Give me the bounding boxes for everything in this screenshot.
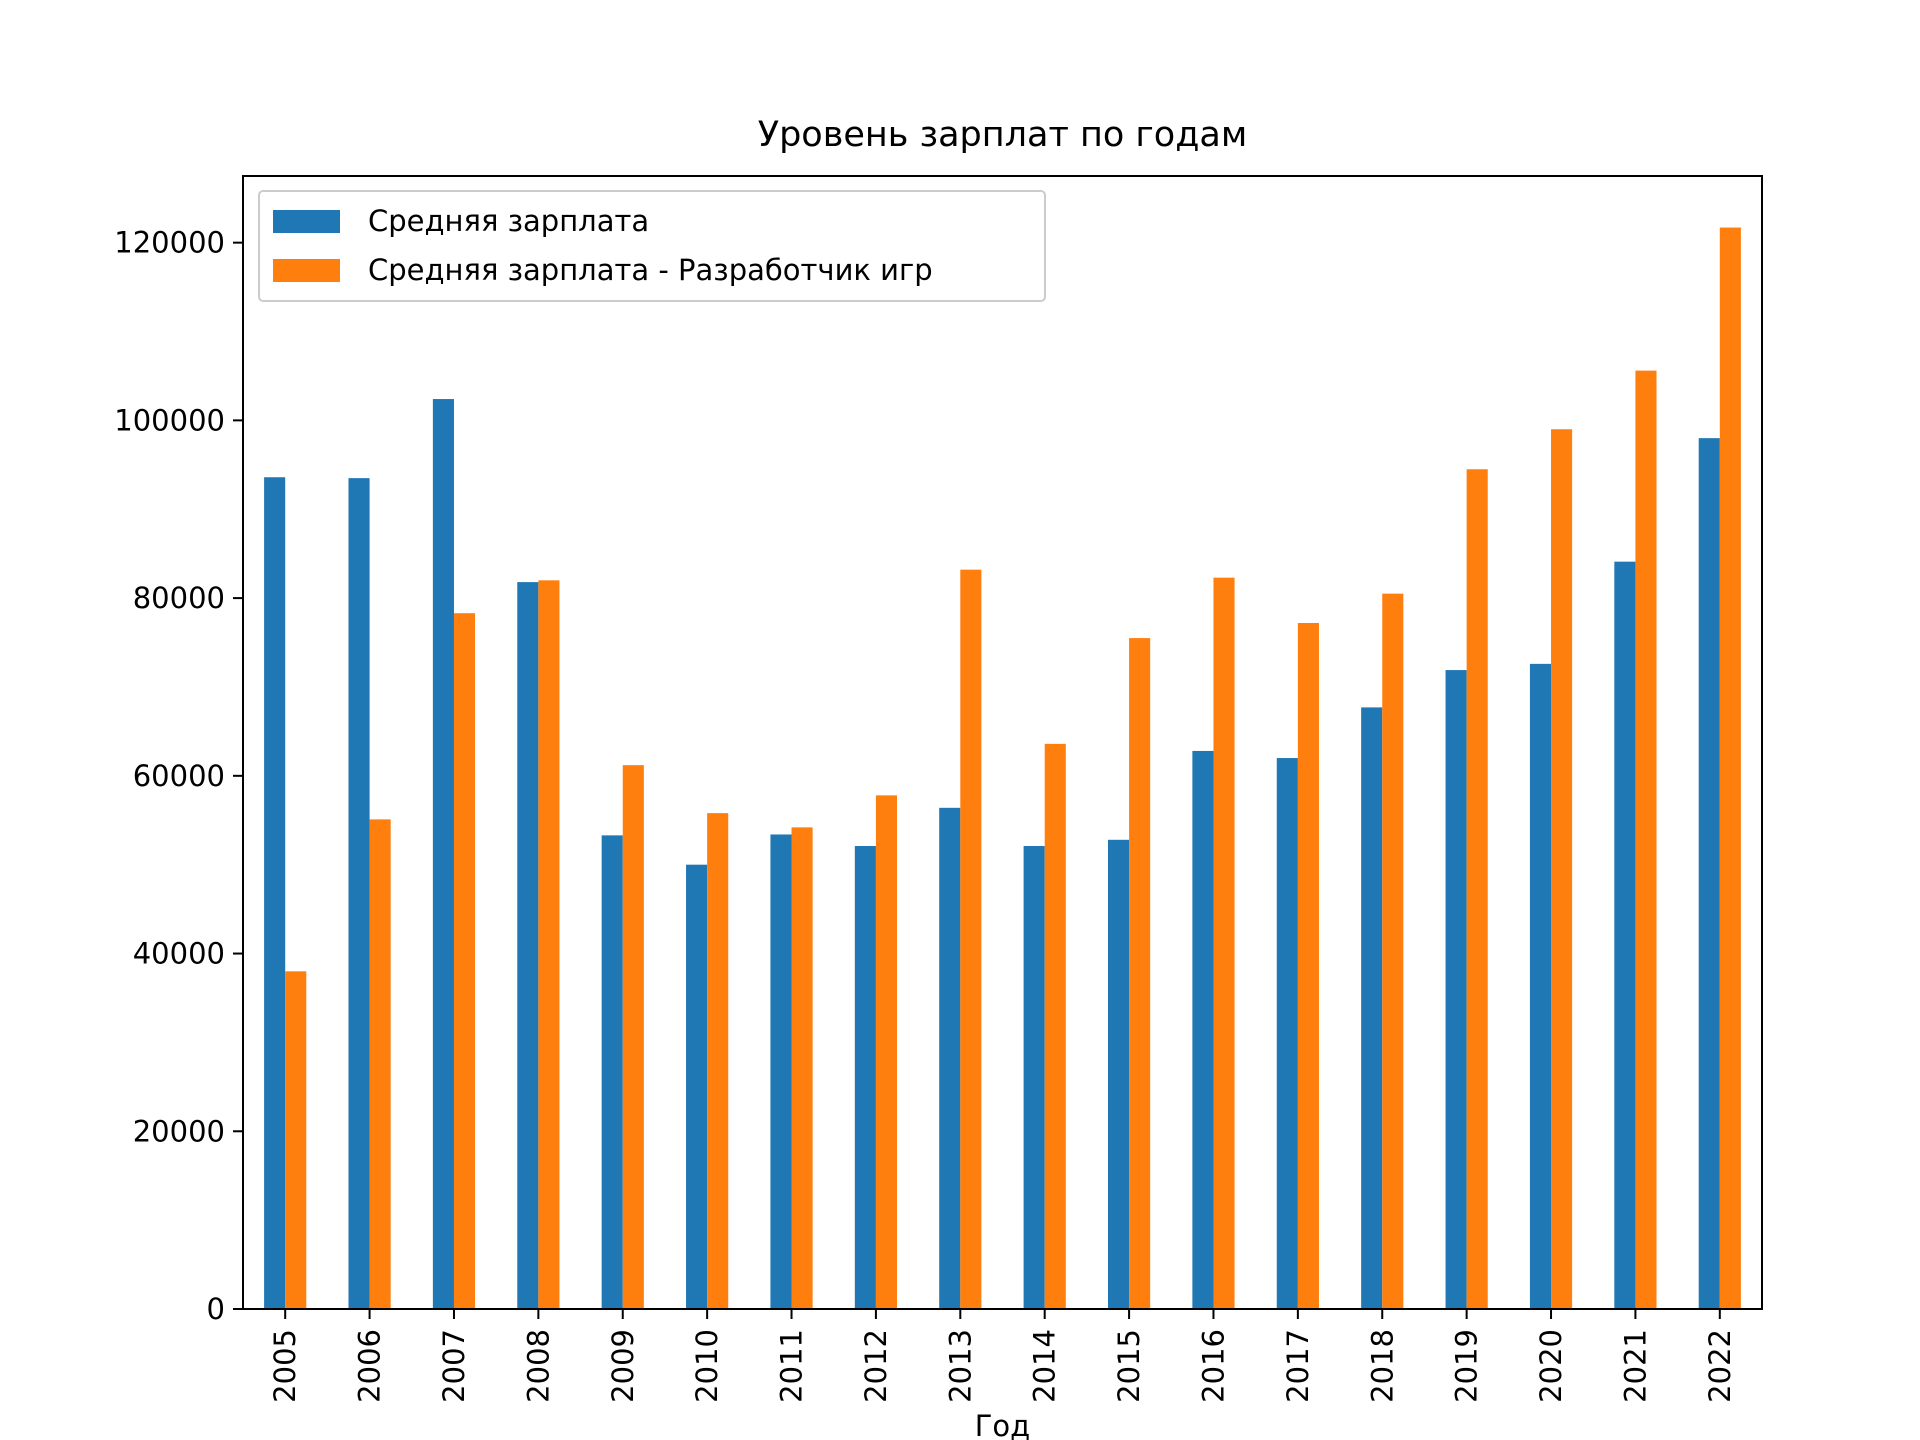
axes-frame — [242, 175, 1763, 1310]
bar-series-2-2009 — [622, 765, 644, 1309]
x-tick-label-2018: 2018 — [1365, 1329, 1399, 1403]
legend-box — [258, 190, 1046, 302]
legend-label-series-2: Средняя зарплата - Разработчик игр — [368, 253, 933, 287]
x-tick-label-2010: 2010 — [690, 1329, 724, 1403]
bar-series-2-2016 — [1213, 577, 1235, 1309]
bar-series-1-2017 — [1276, 758, 1298, 1309]
x-tick-label-2008: 2008 — [521, 1329, 555, 1403]
bar-series-1-2020 — [1529, 663, 1552, 1309]
bar-series-2-2015 — [1129, 638, 1151, 1309]
bar-series-1-2018 — [1361, 707, 1383, 1309]
x-tick-label-2022: 2022 — [1703, 1329, 1737, 1403]
bar-series-1-2014 — [1023, 846, 1045, 1309]
bar-series-1-2008 — [517, 582, 539, 1309]
x-tick-label-2005: 2005 — [268, 1329, 302, 1403]
bar-series-1-2016 — [1192, 750, 1214, 1309]
legend-swatch-series-2 — [273, 259, 340, 282]
bar-series-1-2021 — [1614, 561, 1636, 1309]
bar-series-1-2009 — [601, 835, 623, 1309]
bar-series-2-2021 — [1635, 370, 1657, 1310]
chart-title: Уровень зарплат по годам — [758, 115, 1248, 155]
bar-series-1-2012 — [854, 846, 876, 1309]
bar-series-2-2017 — [1297, 622, 1319, 1309]
bar-series-2-2022 — [1719, 227, 1741, 1309]
y-tick-label: 60000 — [133, 759, 225, 793]
bar-series-2-2014 — [1044, 743, 1066, 1309]
y-axis: 0 20000 40000 60000 80000 100000 120000 — [114, 226, 243, 1326]
legend-swatch-series-1 — [273, 210, 340, 233]
y-tick-label: 100000 — [114, 403, 225, 437]
x-tick-label-2021: 2021 — [1618, 1329, 1652, 1403]
bar-series-2-2008 — [538, 580, 560, 1309]
y-tick-label: 40000 — [133, 937, 225, 971]
x-tick-label-2013: 2013 — [943, 1329, 977, 1403]
bar-series-2-2019 — [1466, 469, 1488, 1309]
x-tick-label-2007: 2007 — [437, 1329, 471, 1403]
bar-series-2-2005 — [285, 971, 307, 1309]
bar-series-2-2007 — [453, 613, 476, 1309]
y-tick-label: 120000 — [114, 226, 225, 260]
x-tick-label-2020: 2020 — [1534, 1329, 1568, 1403]
x-tick-label-2012: 2012 — [859, 1329, 893, 1403]
bar-series-1-2006 — [348, 478, 370, 1310]
bar-series-1-2015 — [1107, 839, 1130, 1309]
x-tick-label-2011: 2011 — [775, 1329, 809, 1403]
bar-series-1-2005 — [264, 477, 286, 1309]
bar-series-2-2011 — [791, 827, 813, 1309]
bar-series-2-2012 — [875, 795, 898, 1309]
bar-series-2-2010 — [707, 813, 729, 1309]
x-tick-label-2019: 2019 — [1450, 1329, 1484, 1403]
bars-layer — [264, 227, 1741, 1310]
x-axis-label: Год — [975, 1409, 1030, 1440]
bar-series-2-2013 — [960, 569, 982, 1309]
bar-series-1-2010 — [686, 864, 708, 1309]
legend-label-series-1: Средняя зарплата — [368, 204, 649, 238]
bar-series-2-2006 — [369, 819, 391, 1309]
bar-series-1-2011 — [770, 834, 792, 1309]
legend: Средняя зарплата Средняя зарплата - Разр… — [258, 190, 1046, 302]
x-tick-label-2006: 2006 — [353, 1329, 387, 1403]
bar-series-1-2013 — [939, 807, 961, 1309]
x-tick-label-2017: 2017 — [1281, 1329, 1315, 1403]
y-tick-label: 0 — [207, 1292, 225, 1326]
bar-series-2-2018 — [1382, 593, 1404, 1309]
bar-series-2-2020 — [1551, 429, 1573, 1310]
y-tick-label: 20000 — [133, 1114, 225, 1148]
x-tick-label-2014: 2014 — [1028, 1329, 1062, 1403]
x-tick-label-2009: 2009 — [606, 1329, 640, 1403]
bar-series-1-2007 — [432, 399, 454, 1309]
y-tick-label: 80000 — [133, 581, 225, 615]
x-tick-label-2016: 2016 — [1196, 1329, 1230, 1403]
bar-series-1-2022 — [1698, 438, 1720, 1309]
x-tick-label-2015: 2015 — [1112, 1329, 1146, 1403]
bar-series-1-2019 — [1445, 670, 1467, 1309]
x-axis: 2005 2006 2007 2008 2009 2010 2011 2012 2013 2014… — [268, 1309, 1737, 1403]
